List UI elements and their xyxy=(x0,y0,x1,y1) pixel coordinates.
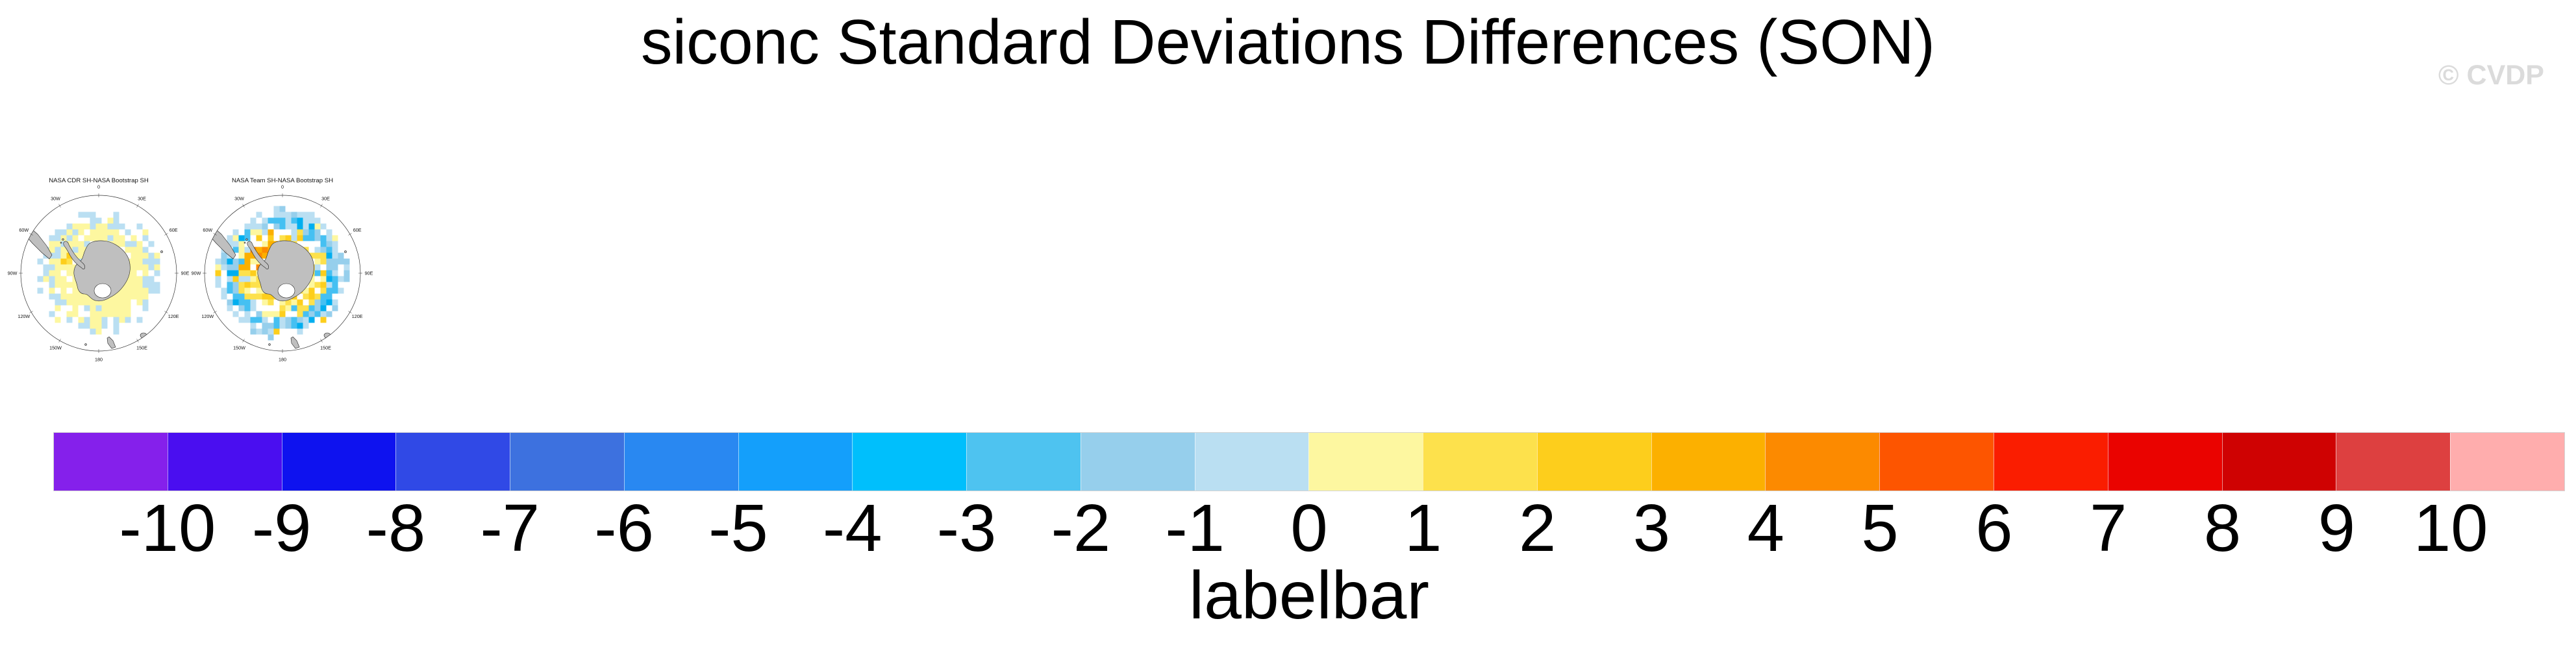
colorbar xyxy=(53,432,2565,491)
colorbar-segment xyxy=(852,433,967,491)
land-antarctica xyxy=(21,221,163,349)
colorbar-segment xyxy=(2336,433,2451,491)
colorbar-segment xyxy=(1651,433,1766,491)
lon-label: 180 xyxy=(279,357,286,363)
lon-label: 60E xyxy=(353,227,362,233)
cvdp-watermark: © CVDP xyxy=(2438,60,2544,91)
colorbar-segment xyxy=(1080,433,1195,491)
colorbar-segment xyxy=(2221,433,2336,491)
lon-label: 150W xyxy=(49,345,62,351)
colorbar-segment xyxy=(1879,433,1994,491)
map-panel-title: NASA Team SH-NASA Bootstrap SH xyxy=(232,177,333,184)
colorbar-caption: labelbar xyxy=(1188,558,1430,633)
colorbar-tick-label: 1 xyxy=(1405,491,1442,565)
difference-cells xyxy=(215,206,350,341)
colorbar-segment xyxy=(510,433,624,491)
lon-label: 90E xyxy=(365,271,373,276)
colorbar-tick-label: 7 xyxy=(2090,491,2127,565)
colorbar-tick-label: 9 xyxy=(2318,491,2356,565)
lon-label: 60W xyxy=(19,227,29,233)
colorbar-segment xyxy=(54,433,168,491)
colorbar-segment xyxy=(1994,433,2108,491)
lon-label: 30E xyxy=(321,195,330,201)
colorbar-tick-label: -7 xyxy=(480,491,540,565)
colorbar-tick-label: 0 xyxy=(1290,491,1328,565)
colorbar-tick-label: 6 xyxy=(1975,491,2013,565)
colorbar-tick-label: 2 xyxy=(1518,491,1557,565)
lon-label: 90W xyxy=(192,271,201,276)
colorbar-tick-label: 10 xyxy=(2413,491,2488,565)
lon-label: 120W xyxy=(201,313,214,319)
colorbar-tick-label: 8 xyxy=(2203,491,2242,565)
colorbar-tick-label: -9 xyxy=(251,491,312,565)
lon-label: 120E xyxy=(168,313,179,319)
colorbar-segment xyxy=(1536,433,1651,491)
lon-label: 60W xyxy=(203,227,212,233)
colorbar-tick-label: 5 xyxy=(1861,491,1899,565)
colorbar-segment xyxy=(738,433,853,491)
map-panel-nasa-team-sh: 0 30E 60E 90E 120E 150E 180 150W 120W 90W 60W 30W N… xyxy=(192,177,373,363)
colorbar-segment xyxy=(167,433,282,491)
lon-label: 150W xyxy=(233,345,245,351)
lon-label: 0 xyxy=(97,184,100,190)
page-title: siconc Standard Deviations Differences (… xyxy=(641,6,1935,77)
colorbar-segment xyxy=(2107,433,2222,491)
lon-label: 180 xyxy=(95,357,103,363)
lon-label: 150E xyxy=(320,345,331,351)
lon-label: 0 xyxy=(281,184,284,190)
colorbar-tick-label: -5 xyxy=(708,491,768,565)
colorbar-segment xyxy=(1194,433,1309,491)
colorbar-tick-label: -6 xyxy=(594,491,654,565)
map-graphics: 0 30E 60E 90E 120E 150E 180 150W 120W 90W 60W 30W xyxy=(192,184,373,363)
lon-label: 90W xyxy=(8,271,18,276)
lon-label: 30E xyxy=(138,195,146,201)
colorbar-tick-label: -2 xyxy=(1051,491,1111,565)
map-graphics: 0 30E 60E 90E 120E 150E 180 150W 120W 90W 60W 30W xyxy=(8,184,190,363)
lon-label: 60E xyxy=(169,227,178,233)
colorbar-segment xyxy=(1765,433,1880,491)
colorbar-tick-label: -3 xyxy=(936,491,997,565)
colorbar-segment xyxy=(966,433,1081,491)
colorbar-tick-label: -4 xyxy=(822,491,882,565)
colorbar-segment xyxy=(623,433,738,491)
colorbar-tick-label: -1 xyxy=(1165,491,1225,565)
colorbar-segment xyxy=(395,433,510,491)
lon-label: 120E xyxy=(352,313,363,319)
lon-label: 30W xyxy=(51,195,60,201)
colorbar-segment xyxy=(1308,433,1423,491)
colorbar-tick-label: -10 xyxy=(119,491,216,565)
colorbar-tick-label: -8 xyxy=(366,491,426,565)
colorbar-tick-label: 4 xyxy=(1747,491,1784,565)
colorbar-segment xyxy=(281,433,396,491)
lon-label: 150E xyxy=(136,345,147,351)
lon-label: 90E xyxy=(181,271,190,276)
map-panel-nasa-cdr-sh: 0 30E 60E 90E 120E 150E 180 150W 120W 90W 60W 30W N… xyxy=(8,177,190,363)
colorbar-segment xyxy=(2450,433,2564,491)
lon-label: 120W xyxy=(18,313,30,319)
colorbar-tick-label: 3 xyxy=(1632,491,1671,565)
colorbar-segment xyxy=(1423,433,1537,491)
lon-label: 30W xyxy=(234,195,244,201)
map-panel-title: NASA CDR SH-NASA Bootstrap SH xyxy=(49,177,149,184)
